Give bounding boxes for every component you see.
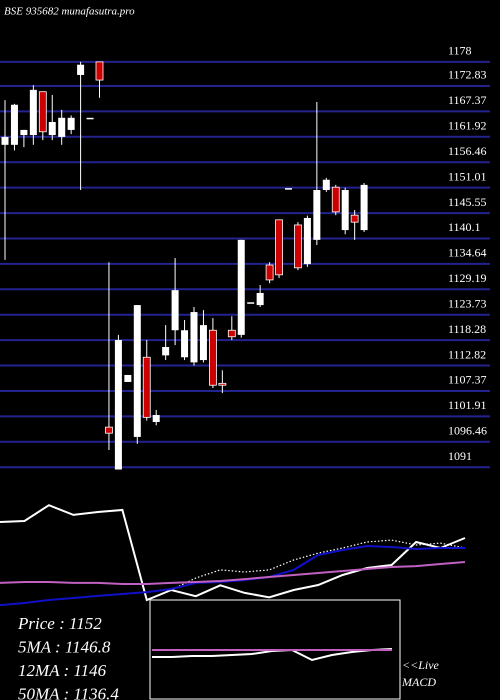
candle-body bbox=[142, 356, 151, 418]
candle-body bbox=[331, 186, 340, 213]
candle-body bbox=[95, 61, 104, 81]
candle-body bbox=[20, 129, 28, 136]
candle-body bbox=[133, 305, 141, 437]
candle-body bbox=[77, 64, 85, 75]
candle-body bbox=[199, 325, 207, 361]
candle-body bbox=[360, 184, 368, 231]
macd-label-part: <<Live bbox=[402, 658, 440, 672]
indicator-label: 5MA : 1146.8 bbox=[18, 637, 111, 656]
y-tick-label: 1107.37 bbox=[448, 373, 487, 387]
candle-body bbox=[247, 302, 255, 304]
y-tick-label: 1156.46 bbox=[448, 144, 487, 158]
candle-body bbox=[350, 214, 359, 223]
candle-body bbox=[10, 104, 18, 145]
candle-body bbox=[124, 374, 132, 382]
indicator-label: Price : 1152 bbox=[17, 614, 102, 633]
candle-body bbox=[218, 382, 227, 386]
y-tick-label: 1118.28 bbox=[448, 322, 486, 336]
indicator-label: 12MA : 1146 bbox=[18, 661, 107, 680]
candle-body bbox=[48, 121, 56, 136]
candle-body bbox=[256, 292, 264, 306]
candle-body bbox=[341, 190, 349, 231]
y-tick-label: 1140.1 bbox=[448, 220, 481, 234]
y-tick-label: 1151.01 bbox=[448, 169, 487, 183]
candle-body bbox=[105, 426, 113, 434]
candle-body bbox=[152, 415, 160, 423]
candle-body bbox=[322, 179, 330, 191]
candle-body bbox=[265, 264, 274, 281]
candle-body bbox=[190, 312, 198, 363]
candle-body bbox=[171, 290, 179, 331]
indicator-label: 50MA : 1136.4 bbox=[18, 684, 119, 700]
candle-body bbox=[285, 188, 292, 190]
y-tick-label: 1167.37 bbox=[448, 93, 487, 107]
chart-title: BSE 935682 munafasutra.pro bbox=[4, 6, 135, 18]
candle-body bbox=[303, 217, 311, 265]
candle-body bbox=[313, 190, 321, 240]
macd-label: <<Live MACD bbox=[401, 658, 440, 689]
y-tick-label: 1091 bbox=[448, 449, 472, 463]
candle-body bbox=[181, 330, 189, 358]
line-series bbox=[0, 561, 466, 585]
candle-body bbox=[58, 117, 66, 137]
y-tick-label: 1134.64 bbox=[448, 246, 487, 260]
y-tick-label: 1178 bbox=[448, 44, 472, 58]
candle-body bbox=[86, 117, 94, 120]
y-tick-label: 1161.92 bbox=[448, 119, 487, 133]
y-tick-label: 1172.83 bbox=[448, 68, 487, 82]
macd-panel bbox=[149, 599, 401, 700]
line-series bbox=[0, 504, 466, 602]
macd-label-part: MACD bbox=[401, 675, 436, 689]
candle-body bbox=[114, 340, 122, 470]
candle-body bbox=[67, 117, 75, 130]
candle-body bbox=[1, 136, 9, 145]
candle-body bbox=[237, 239, 245, 335]
candle-body bbox=[275, 219, 283, 276]
candle-body bbox=[208, 329, 217, 386]
candle-body bbox=[38, 91, 47, 133]
y-tick-label: 1123.73 bbox=[448, 296, 487, 310]
candle-body bbox=[227, 329, 236, 338]
y-tick-label: 1129.19 bbox=[448, 271, 487, 285]
y-tick-label: 1112.82 bbox=[448, 347, 486, 361]
candle-body bbox=[29, 89, 37, 136]
y-tick-label: 1101.91 bbox=[448, 398, 487, 412]
y-tick-label: 1145.55 bbox=[448, 195, 487, 209]
y-tick-label: 1096.46 bbox=[448, 424, 487, 438]
candle-body bbox=[162, 347, 170, 356]
candle-body bbox=[294, 224, 302, 269]
